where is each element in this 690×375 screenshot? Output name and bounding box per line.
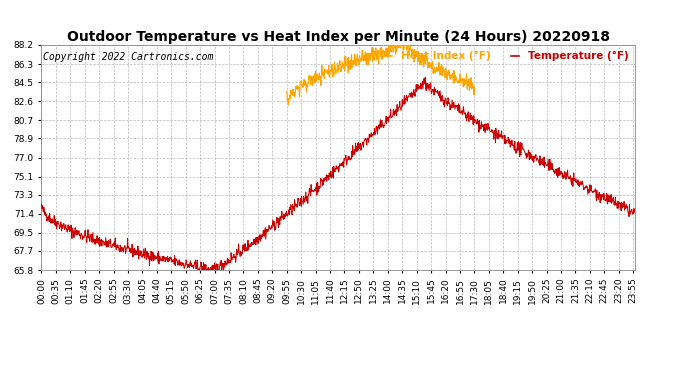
Legend: Heat Index (°F), Temperature (°F): Heat Index (°F), Temperature (°F) xyxy=(380,47,633,66)
Title: Outdoor Temperature vs Heat Index per Minute (24 Hours) 20220918: Outdoor Temperature vs Heat Index per Mi… xyxy=(67,30,609,44)
Text: Copyright 2022 Cartronics.com: Copyright 2022 Cartronics.com xyxy=(43,52,213,62)
